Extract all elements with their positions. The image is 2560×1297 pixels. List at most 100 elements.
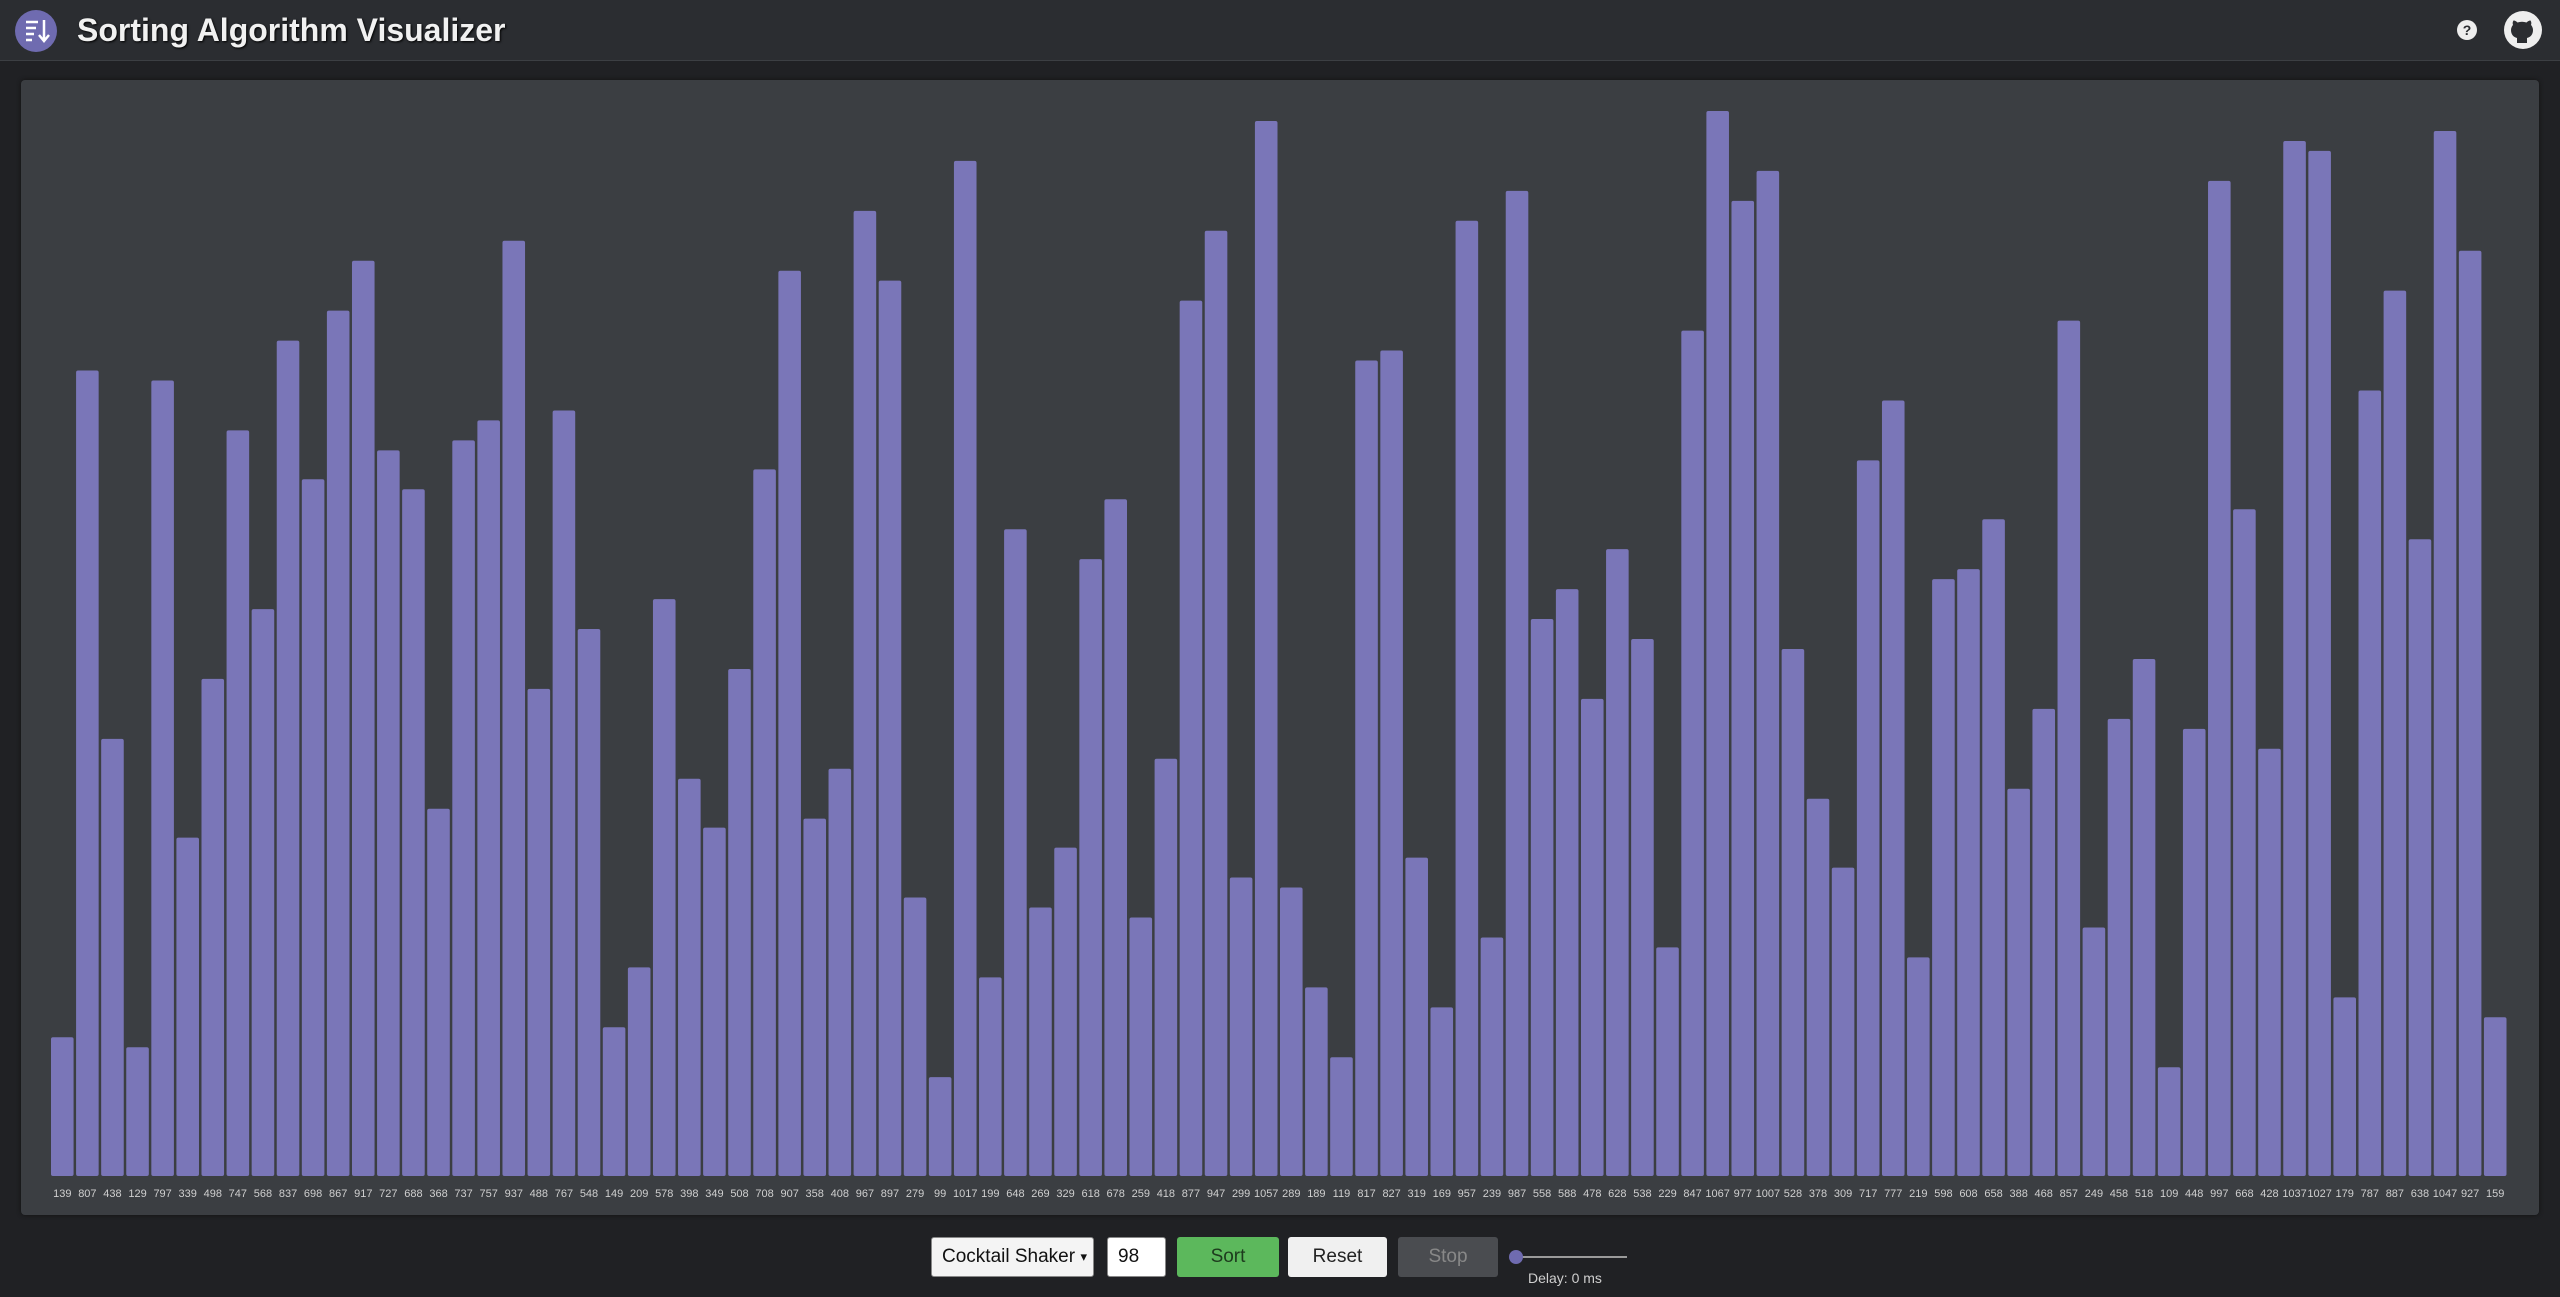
bar-label: 408 [831, 1188, 849, 1200]
bar-label: 169 [1433, 1188, 1451, 1200]
bar [1530, 619, 1554, 1176]
bar [1229, 877, 1253, 1176]
size-input[interactable]: 98 [1107, 1237, 1166, 1277]
bar-label: 269 [1031, 1188, 1049, 1200]
bar-label: 478 [1583, 1188, 1601, 1200]
bar-label: 927 [2461, 1188, 2479, 1200]
bar [2182, 728, 2206, 1176]
bar-label: 1027 [2307, 1188, 2331, 1200]
bar [552, 410, 576, 1176]
bar-label: 757 [479, 1188, 497, 1200]
github-icon[interactable] [2503, 10, 2543, 50]
bar [151, 380, 174, 1176]
bar-label: 867 [329, 1188, 347, 1200]
bar [1982, 519, 2005, 1176]
bar [803, 818, 827, 1176]
bar [1907, 957, 1930, 1176]
bar-label: 528 [1784, 1188, 1802, 1200]
bar-label: 857 [2060, 1188, 2078, 1200]
bar [251, 609, 275, 1176]
bar [51, 1037, 74, 1176]
bar [502, 240, 526, 1176]
bar [1806, 798, 1830, 1176]
bar [2483, 1017, 2507, 1176]
bar-label: 388 [2009, 1188, 2027, 1200]
bar [2032, 708, 2056, 1176]
bar-label: 349 [705, 1188, 723, 1200]
bar [1856, 460, 1880, 1176]
bar-label: 608 [1959, 1188, 1977, 1200]
bar-label: 678 [1107, 1188, 1125, 1200]
bar-label: 588 [1558, 1188, 1576, 1200]
bar [1280, 887, 1303, 1176]
bar-label: 159 [2486, 1188, 2504, 1200]
bar-label: 179 [2336, 1188, 2354, 1200]
reset-button[interactable]: Reset [1288, 1237, 1387, 1277]
bar [828, 768, 852, 1176]
bar-label: 628 [1608, 1188, 1626, 1200]
bar [1204, 230, 1228, 1176]
bar-label: 1007 [1756, 1188, 1780, 1200]
svg-text:?: ? [2463, 22, 2472, 38]
bar [2283, 140, 2306, 1177]
bar-label: 139 [53, 1188, 71, 1200]
bar [778, 270, 801, 1176]
bar [1129, 917, 1153, 1176]
bar [351, 260, 375, 1176]
bar-label: 259 [1132, 1188, 1150, 1200]
bar [126, 1047, 149, 1176]
bar [527, 688, 551, 1176]
bar [903, 897, 927, 1176]
bar-label: 319 [1408, 1188, 1426, 1200]
bar [301, 479, 325, 1176]
bar [226, 430, 250, 1177]
bar [1881, 400, 1905, 1176]
bar [201, 678, 225, 1176]
bar [602, 1027, 626, 1176]
bar-label: 558 [1533, 1188, 1551, 1200]
bar [2258, 748, 2281, 1176]
delay-slider[interactable] [1505, 1245, 1635, 1269]
bar-label: 289 [1282, 1188, 1300, 1200]
sort-button[interactable]: Sort [1177, 1237, 1279, 1277]
bar-label: 428 [2260, 1188, 2278, 1200]
bar [2082, 927, 2106, 1176]
bar-label: 518 [2135, 1188, 2153, 1200]
bar [452, 440, 475, 1176]
algorithm-select[interactable]: Cocktail Shaker ▾ [931, 1237, 1094, 1277]
bar-label: 668 [2235, 1188, 2253, 1200]
bar-label: 458 [2110, 1188, 2128, 1200]
bar-label: 1047 [2433, 1188, 2457, 1200]
bar-label: 937 [505, 1188, 523, 1200]
bar-label: 987 [1508, 1188, 1526, 1200]
bar-label: 339 [179, 1188, 197, 1200]
bar [1430, 1007, 1454, 1176]
bar [1681, 330, 1704, 1176]
bar-label: 1017 [953, 1188, 977, 1200]
bar [477, 420, 500, 1176]
bar-label: 977 [1734, 1188, 1752, 1200]
bar [402, 489, 425, 1176]
bar-label: 189 [1307, 1188, 1325, 1200]
bar-label: 149 [605, 1188, 623, 1200]
bar-label: 538 [1633, 1188, 1651, 1200]
bar [753, 469, 776, 1176]
stop-button[interactable]: Stop [1398, 1237, 1498, 1277]
bar [2333, 997, 2357, 1176]
bar-label: 438 [103, 1188, 121, 1200]
bar-label: 99 [934, 1188, 946, 1200]
bar-label: 777 [1884, 1188, 1902, 1200]
help-icon[interactable]: ? [2455, 18, 2479, 42]
bar-label: 917 [354, 1188, 372, 1200]
bar [1104, 499, 1128, 1176]
bar-label: 688 [404, 1188, 422, 1200]
bar [2057, 320, 2081, 1176]
bar [2157, 1067, 2181, 1176]
bar [1004, 529, 1027, 1176]
bar [1731, 200, 1755, 1176]
bar-label: 727 [379, 1188, 397, 1200]
bar [1154, 758, 1178, 1176]
bar [678, 778, 701, 1176]
bar [703, 827, 726, 1176]
bar-label: 967 [856, 1188, 874, 1200]
